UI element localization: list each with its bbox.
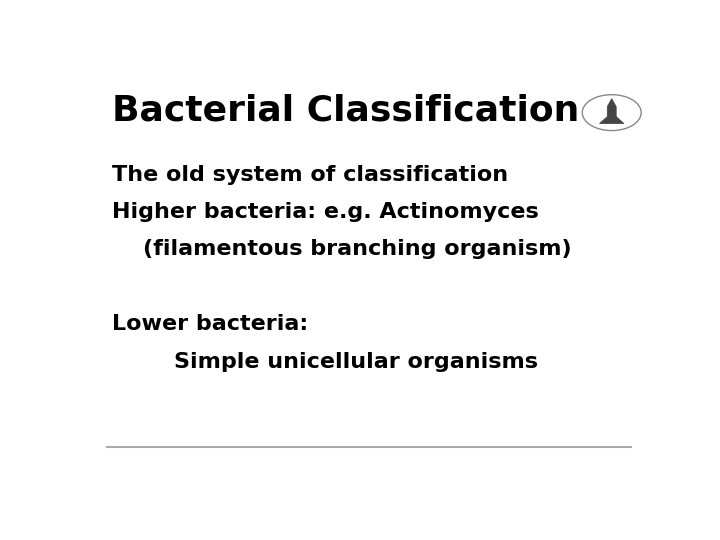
Text: The old system of classification: The old system of classification	[112, 165, 508, 185]
Text: Higher bacteria: e.g. Actinomyces: Higher bacteria: e.g. Actinomyces	[112, 202, 539, 222]
Text: Lower bacteria:: Lower bacteria:	[112, 314, 309, 334]
Polygon shape	[607, 99, 616, 124]
Polygon shape	[600, 117, 607, 124]
Polygon shape	[616, 117, 624, 124]
Text: Simple unicellular organisms: Simple unicellular organisms	[112, 352, 539, 372]
Text: (filamentous branching organism): (filamentous branching organism)	[112, 239, 572, 259]
Text: Bacterial Classification: Bacterial Classification	[112, 94, 580, 128]
